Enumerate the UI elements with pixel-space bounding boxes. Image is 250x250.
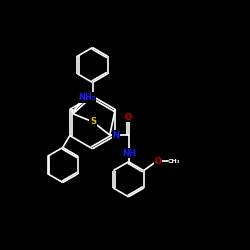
Text: O: O bbox=[155, 156, 162, 166]
Text: NH: NH bbox=[122, 148, 136, 158]
Text: O: O bbox=[125, 112, 132, 122]
Text: S: S bbox=[90, 117, 96, 126]
Text: NH₂: NH₂ bbox=[78, 93, 96, 102]
Text: N: N bbox=[112, 131, 119, 140]
Text: CH₃: CH₃ bbox=[168, 158, 181, 164]
